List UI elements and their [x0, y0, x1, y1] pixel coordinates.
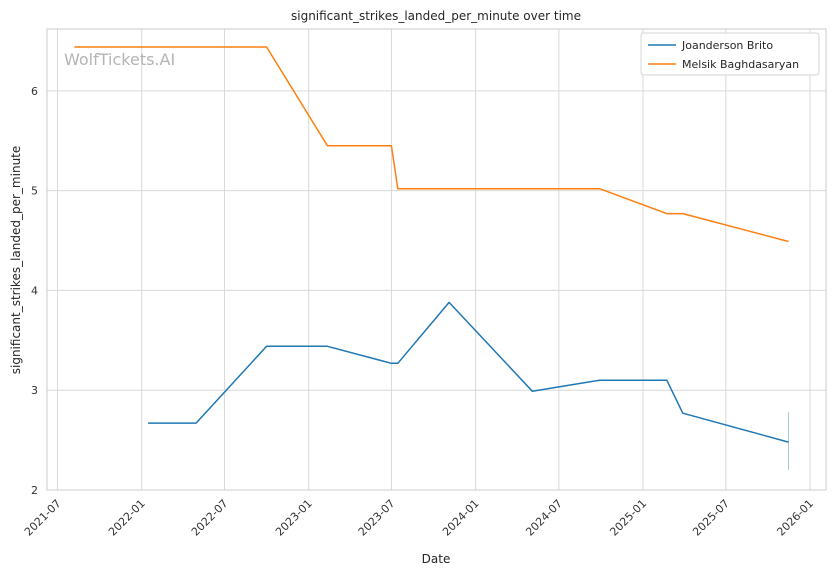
y-tick-label: 4: [31, 284, 38, 297]
y-tick-label: 6: [31, 85, 38, 98]
y-tick-label: 5: [31, 185, 38, 198]
series-line-melsik-baghdasaryan: [74, 46, 789, 243]
legend-label-melsik-baghdasaryan: Melsik Baghdasaryan: [682, 58, 799, 71]
x-axis-title: Date: [422, 552, 451, 566]
watermark: WolfTickets.AI: [64, 50, 175, 69]
grid: [47, 29, 826, 490]
plot-background: [47, 29, 826, 490]
series-line-joanderson-brito: [148, 301, 789, 443]
series-layer: [74, 46, 789, 443]
plot-area: [46, 28, 827, 491]
y-tick-label: 3: [31, 384, 38, 397]
plot-frame: [46, 28, 827, 491]
legend-label-joanderson-brito: Joanderson Brito: [681, 39, 773, 52]
chart-title: significant_strikes_landed_per_minute ov…: [291, 9, 581, 23]
y-axis-title: significant_strikes_landed_per_minute: [9, 146, 23, 375]
legend-box: [640, 32, 820, 76]
legend: Joanderson Brito Melsik Baghdasaryan: [640, 32, 820, 76]
y-tick-label: 2: [31, 484, 38, 497]
y-axis: 2 3 4 5 6: [31, 85, 38, 497]
